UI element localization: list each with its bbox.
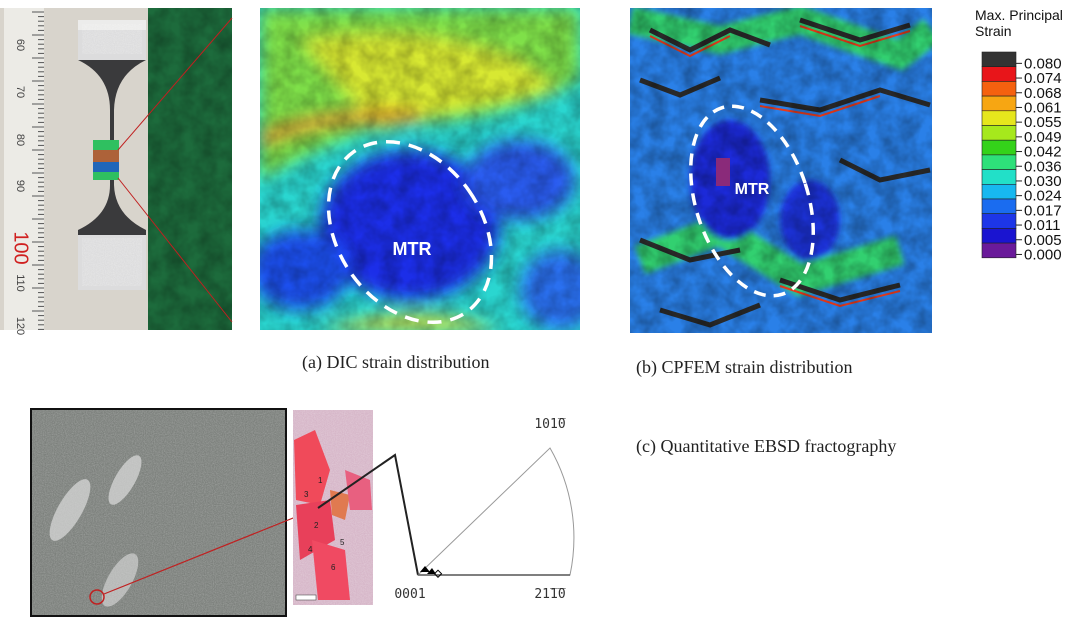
- legend-swatch: [982, 81, 1016, 96]
- caption: (a) DIC strain distribution: [302, 352, 489, 373]
- dic-map: [250, 8, 600, 354]
- ruler-label: 110: [14, 274, 26, 292]
- legend-swatch: [982, 52, 1016, 67]
- pole-label: 21̅1̅0: [534, 587, 565, 602]
- figure: 60 70 80 90 100 110 120 MTR MTR (a) DIC strain di…: [0, 0, 1091, 617]
- legend-title: Max. Principal: [975, 7, 1063, 23]
- legend-title: Strain: [975, 23, 1012, 39]
- legend-swatch: [982, 243, 1016, 258]
- grain-number: 5: [340, 538, 345, 547]
- legend-swatch: [982, 228, 1016, 243]
- legend-label: 0.000: [1024, 246, 1062, 263]
- ebsd-map: [293, 410, 373, 605]
- legend-swatch: [982, 214, 1016, 229]
- legend-swatch: [982, 67, 1016, 82]
- legend-swatch: [982, 126, 1016, 141]
- region-label: MTR: [393, 239, 432, 259]
- legend-swatch: [982, 96, 1016, 111]
- legend-swatch: [982, 184, 1016, 199]
- legend-swatch: [982, 170, 1016, 185]
- grain-number: 2: [314, 521, 319, 530]
- ruler-label: 120: [14, 317, 26, 335]
- pole-label: 101̅0: [534, 417, 565, 432]
- region-label: MTR: [735, 181, 770, 198]
- ruler-label: 100: [10, 231, 32, 264]
- specimen-photo: [0, 8, 232, 330]
- ruler-label: 80: [14, 134, 26, 146]
- ruler-label: 70: [14, 86, 26, 98]
- grain-number: 6: [331, 563, 336, 572]
- legend-swatch: [982, 111, 1016, 126]
- sem-image: [30, 408, 318, 617]
- ruler-label: 90: [14, 180, 26, 192]
- grain-number: 4: [308, 545, 313, 554]
- pole-label: 0001: [394, 587, 425, 602]
- caption: (c) Quantitative EBSD fractography: [636, 436, 896, 457]
- ruler-label: 60: [14, 39, 26, 51]
- cpfem-map: [630, 8, 932, 333]
- grain-number: 3: [304, 490, 309, 499]
- legend-swatch: [982, 199, 1016, 214]
- legend-swatch: [982, 155, 1016, 170]
- legend-swatch: [982, 140, 1016, 155]
- grain-number: 1: [318, 476, 323, 485]
- caption: (b) CPFEM strain distribution: [636, 357, 853, 378]
